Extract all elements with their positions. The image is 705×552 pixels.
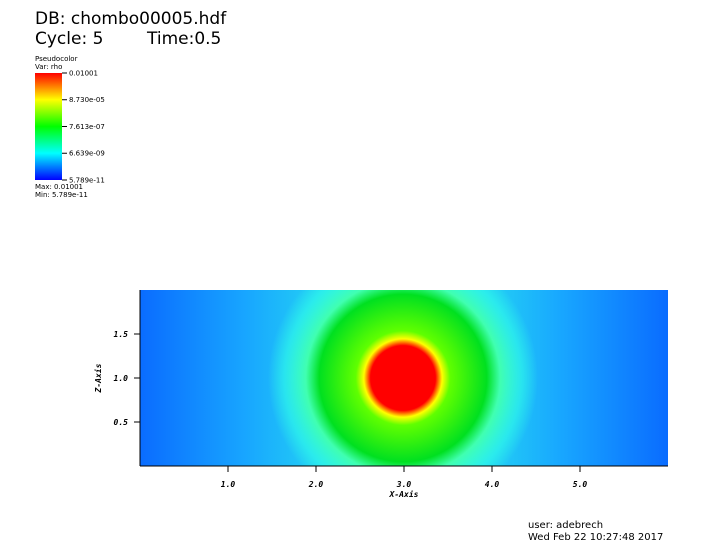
x-tick-label: 4.0 — [485, 480, 500, 489]
date: Wed Feb 22 10:27:48 2017 — [528, 532, 663, 543]
y-tick-label: 1.0 — [114, 374, 129, 383]
x-axis-title: X-Axis — [389, 489, 419, 499]
colorbar-tick-label: 8.730e-05 — [69, 96, 105, 104]
legend-title: Pseudocolor — [35, 55, 78, 63]
colorbar-tick-label: 6.639e-09 — [69, 150, 105, 158]
colorbar — [35, 73, 62, 180]
legend-var: Var: rho — [35, 63, 62, 71]
x-tick-label: 1.0 — [221, 480, 236, 489]
colorbar-tick-label: 5.789e-11 — [69, 177, 105, 185]
x-tick-label: 2.0 — [308, 480, 324, 489]
legend-max: Max: 0.01001 — [35, 183, 83, 191]
y-axis-title: Z-Axis — [93, 363, 103, 393]
user: user: adebrech — [528, 520, 603, 531]
y-tick-label: 1.5 — [114, 330, 129, 339]
colorbar-tick-label: 0.01001 — [69, 70, 98, 78]
time: Time:0.5 — [146, 29, 221, 49]
field-blob — [140, 290, 668, 466]
field — [140, 290, 668, 466]
legend-min: Min: 5.789e-11 — [35, 191, 88, 199]
x-tick-label: 3.0 — [396, 480, 412, 489]
x-tick-label: 5.0 — [573, 480, 588, 489]
y-tick-label: 0.5 — [114, 418, 129, 427]
colorbar-tick-label: 7.613e-07 — [69, 123, 105, 131]
cycle: Cycle: 5 — [35, 29, 103, 49]
db-name: DB: chombo00005.hdf — [35, 9, 227, 29]
